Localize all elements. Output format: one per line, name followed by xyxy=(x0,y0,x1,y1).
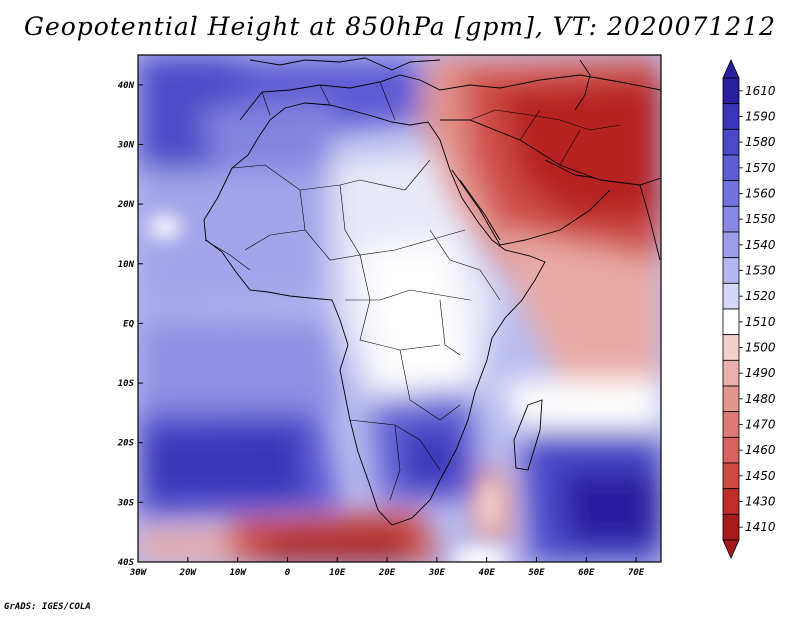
x-tick-label: 0 xyxy=(285,568,291,578)
page-title: Geopotential Height at 850hPa [gpm], VT:… xyxy=(23,12,777,41)
colorbar-label: 1500 xyxy=(745,341,776,355)
colorbar-swatch xyxy=(722,180,740,207)
y-tick-label: 20S xyxy=(117,439,135,449)
colorbar-swatch xyxy=(722,231,740,259)
colorbar-swatch xyxy=(722,359,740,387)
y-tick-label: 40S xyxy=(118,558,135,568)
colorbar-swatch xyxy=(722,103,740,130)
colorbar-swatch xyxy=(722,128,740,156)
colorbar-swatch xyxy=(722,154,740,182)
colorbar-swatch xyxy=(722,77,740,105)
x-tick-label: 20W xyxy=(179,568,198,578)
x-tick-label: 40E xyxy=(479,568,496,578)
plot-frame xyxy=(137,54,662,563)
x-tick-label: 10W xyxy=(229,568,247,578)
colorbar-legend: 1610 1590 1580 1570 1560 1550 1540 1530 1520 1510… xyxy=(722,59,776,559)
colorbar-swatch xyxy=(722,205,740,233)
x-axis: 30W 20W 10W 0 10E 20E 30E 40E 50E 60E 70E xyxy=(129,557,645,578)
x-tick-label: 30W xyxy=(129,568,148,578)
colorbar-swatch xyxy=(722,436,740,464)
colorbar-swatch xyxy=(722,282,740,310)
y-tick-label: 10N xyxy=(118,260,135,270)
y-tick-label: 30S xyxy=(117,498,135,508)
grads-credit: GrADS: IGES/COLA xyxy=(4,602,91,612)
colorbar-label: 1450 xyxy=(745,469,776,483)
colorbar-label: 1530 xyxy=(745,264,776,278)
colorbar-label: 1410 xyxy=(745,520,776,534)
colorbar-max-arrow xyxy=(722,59,740,79)
colorbar-swatch xyxy=(722,462,740,490)
colorbar-label: 1480 xyxy=(745,392,776,406)
colorbar-swatch xyxy=(722,513,740,541)
colorbar-label: 1580 xyxy=(745,135,776,149)
colorbar-label: 1430 xyxy=(745,495,776,509)
country-borders xyxy=(204,81,621,501)
colorbar-label: 1470 xyxy=(745,418,776,432)
y-tick-label: 20N xyxy=(117,200,135,210)
colorbar-swatch xyxy=(722,385,740,413)
colorbar-label: 1460 xyxy=(745,443,776,457)
y-tick-label: 40N xyxy=(118,81,135,91)
y-tick-label: 10S xyxy=(118,379,135,389)
x-tick-label: 60E xyxy=(578,568,595,578)
colorbar-label: 1490 xyxy=(745,366,776,380)
x-tick-label: 70E xyxy=(628,568,645,578)
colorbar-swatch xyxy=(722,308,740,336)
colorbar-swatch xyxy=(722,257,740,284)
x-tick-label: 20E xyxy=(378,568,396,578)
colorbar-label: 1570 xyxy=(745,161,776,175)
x-tick-label: 30E xyxy=(428,568,446,578)
y-axis: 40N 30N 20N 10N EQ 10S 20S 30S 40S xyxy=(117,81,143,568)
y-tick-label: EQ xyxy=(123,319,134,329)
x-tick-label: 10E xyxy=(329,568,346,578)
colorbar-label: 1610 xyxy=(745,84,776,98)
colorbar-swatch xyxy=(722,488,740,515)
colorbar-swatch xyxy=(722,334,740,361)
geopotential-height-field xyxy=(138,55,661,562)
colorbar-label: 1510 xyxy=(745,315,776,329)
y-tick-label: 30N xyxy=(117,140,135,150)
colorbar-label: 1520 xyxy=(745,289,776,303)
colorbar-label: 1550 xyxy=(745,212,776,226)
colorbar-label: 1590 xyxy=(745,110,776,124)
colorbar-swatch xyxy=(722,411,740,438)
colorbar-label: 1560 xyxy=(745,187,776,201)
colorbar-label: 1540 xyxy=(745,238,776,252)
x-tick-label: 50E xyxy=(528,568,545,578)
colorbar-min-arrow xyxy=(722,539,740,559)
